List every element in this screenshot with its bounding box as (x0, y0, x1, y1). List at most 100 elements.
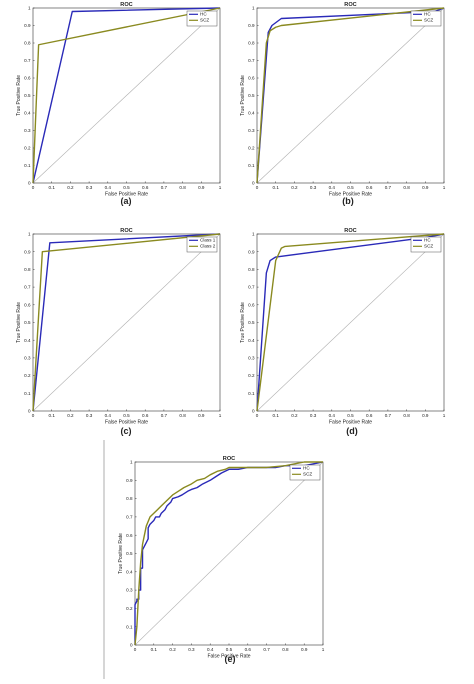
y-tick-label: 0.6 (24, 76, 31, 81)
chart-title: ROC (223, 456, 235, 462)
x-tick-label: 0 (256, 185, 259, 190)
y-tick-label: 0.8 (248, 41, 255, 46)
panel-caption: (a) (121, 196, 132, 206)
x-tick-label: 0 (134, 647, 137, 652)
x-tick-label: 0.6 (366, 185, 373, 190)
chance-diagonal-line (134, 461, 324, 646)
y-tick-label: 1 (28, 232, 31, 237)
legend-label: SCZ (424, 244, 433, 249)
x-tick-label: 1 (443, 413, 446, 418)
x-tick-label: 0.8 (179, 413, 186, 418)
x-tick-label: 0.9 (422, 185, 429, 190)
roc-curve-scz (32, 7, 221, 184)
y-tick-label: 0.3 (126, 588, 133, 593)
x-tick-label: 0.1 (273, 185, 280, 190)
y-axis-label: True Positive Rate (16, 302, 22, 343)
y-tick-label: 0.6 (248, 302, 255, 307)
x-tick-label: 0.8 (403, 413, 410, 418)
y-tick-label: 0.3 (24, 356, 31, 361)
x-axis-label: False Positive Rate (105, 420, 148, 426)
x-tick-label: 0.4 (207, 647, 214, 652)
y-tick-label: 1 (252, 232, 255, 237)
y-tick-label: 0.7 (24, 285, 31, 290)
roc-panel-b: 0 0.1 0.2 0.3 0.4 0.5 0.6 0.7 0.8 0.9 1 0 0.1 0.2 0.3 0… (240, 2, 446, 206)
x-tick-label: 0.8 (403, 185, 410, 190)
x-tick-label: 0.7 (161, 185, 168, 190)
x-axis-label: False Positive Rate (329, 192, 372, 198)
chance-diagonal-line (256, 7, 445, 184)
y-tick-label: 0.9 (126, 478, 133, 483)
y-tick-label: 0.8 (24, 41, 31, 46)
x-tick-label: 0.5 (123, 185, 130, 190)
panel-caption: (b) (342, 196, 354, 206)
y-axis-label: True Positive Rate (118, 533, 124, 574)
y-tick-label: 0.4 (24, 338, 31, 343)
x-axis-label: False Positive Rate (329, 420, 372, 426)
x-tick-label: 0.1 (273, 413, 280, 418)
x-tick-label: 0.1 (49, 413, 56, 418)
x-tick-label: 0.7 (161, 413, 168, 418)
x-tick-label: 0.4 (329, 185, 336, 190)
y-axis-label: True Positive Rate (16, 75, 22, 116)
roc-panel-a: 0 0.1 0.2 0.3 0.4 0.5 0.6 0.7 0.8 0.9 1 0 0.1 0.2 0.3 0… (16, 2, 222, 206)
x-tick-label: 0.3 (188, 647, 195, 652)
x-tick-label: 0.4 (105, 185, 112, 190)
x-tick-label: 0.2 (291, 185, 298, 190)
x-tick-label: 0.2 (67, 185, 74, 190)
x-axis-label: False Positive Rate (105, 192, 148, 198)
legend-label: HC (424, 238, 431, 243)
x-tick-label: 0.6 (245, 647, 252, 652)
x-tick-label: 0.4 (105, 413, 112, 418)
y-tick-label: 0.1 (126, 624, 133, 629)
y-tick-label: 0.9 (248, 249, 255, 254)
panel-caption: (d) (346, 426, 358, 436)
legend-label: HC (303, 466, 310, 471)
y-tick-label: 1 (130, 460, 133, 465)
x-tick-label: 0.2 (291, 413, 298, 418)
x-tick-label: 0.3 (86, 185, 93, 190)
y-tick-label: 0.6 (24, 302, 31, 307)
x-tick-label: 0.7 (385, 413, 392, 418)
panel-caption: (c) (121, 426, 132, 436)
x-tick-label: 0.9 (422, 413, 429, 418)
x-tick-label: 0.9 (198, 413, 205, 418)
y-tick-label: 1 (28, 6, 31, 11)
y-tick-label: 0.4 (248, 111, 255, 116)
x-tick-label: 1 (322, 647, 325, 652)
y-tick-label: 0.2 (248, 373, 255, 378)
y-tick-label: 0.3 (24, 128, 31, 133)
x-tick-label: 0 (32, 185, 35, 190)
x-tick-label: 1 (219, 413, 222, 418)
chance-diagonal-line (32, 7, 221, 184)
roc-curve-scz (256, 7, 445, 184)
y-tick-label: 0 (252, 181, 255, 186)
y-tick-label: 0.2 (24, 146, 31, 151)
x-tick-label: 0.3 (86, 413, 93, 418)
legend-label: Class 2 (200, 244, 216, 249)
y-tick-label: 0.7 (126, 515, 133, 520)
y-tick-label: 0.2 (248, 146, 255, 151)
y-axis-label: True Positive Rate (240, 302, 246, 343)
x-tick-label: 0.9 (301, 647, 308, 652)
legend-label: HC (424, 12, 431, 17)
legend-label: HC (200, 12, 207, 17)
legend-label: SCZ (424, 18, 433, 23)
x-tick-label: 1 (443, 185, 446, 190)
y-tick-label: 0 (28, 409, 31, 414)
chance-diagonal-line (32, 233, 221, 412)
y-tick-label: 0 (130, 643, 133, 648)
x-tick-label: 0.4 (329, 413, 336, 418)
x-tick-label: 0.8 (282, 647, 289, 652)
x-tick-label: 0 (32, 413, 35, 418)
y-tick-label: 0.2 (24, 373, 31, 378)
x-tick-label: 0.6 (142, 413, 149, 418)
roc-panel-d: 0 0.1 0.2 0.3 0.4 0.5 0.6 0.7 0.8 0.9 1 0 0.1 0.2 0.3 0… (240, 228, 446, 436)
y-tick-label: 0.1 (248, 163, 255, 168)
y-tick-label: 0.9 (24, 249, 31, 254)
roc-curve-scz (256, 233, 445, 412)
y-tick-label: 0.5 (248, 320, 255, 325)
x-tick-label: 0.8 (179, 185, 186, 190)
x-axis-label: False Positive Rate (207, 654, 250, 660)
y-tick-label: 0 (252, 409, 255, 414)
